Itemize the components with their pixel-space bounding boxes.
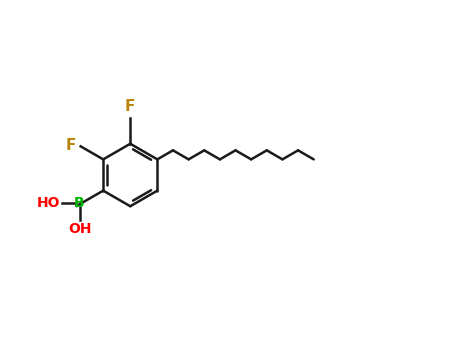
Text: F: F xyxy=(66,138,76,153)
Text: OH: OH xyxy=(68,222,91,236)
Text: HO: HO xyxy=(37,196,61,210)
Text: B: B xyxy=(74,196,85,210)
Text: F: F xyxy=(125,99,136,114)
